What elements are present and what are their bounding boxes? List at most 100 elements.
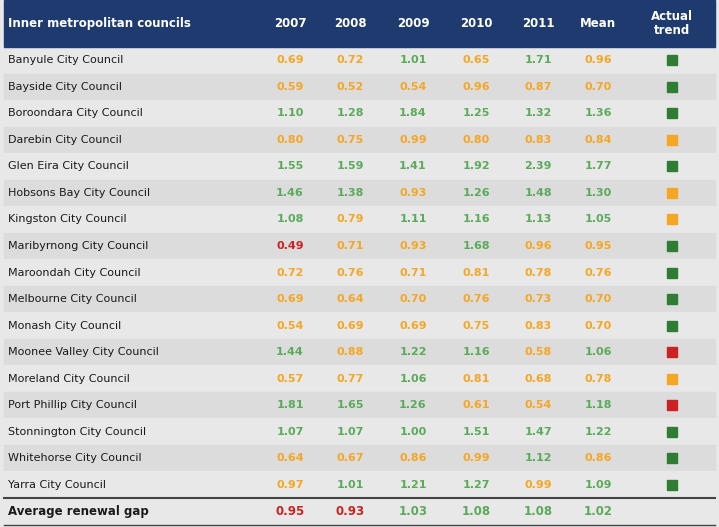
Bar <box>4 126 715 153</box>
Text: Stonnington City Council: Stonnington City Council <box>8 427 146 437</box>
Bar <box>667 161 677 171</box>
Text: 0.52: 0.52 <box>336 82 364 92</box>
Text: 0.93: 0.93 <box>399 188 426 198</box>
Text: 0.69: 0.69 <box>276 55 304 65</box>
Text: 0.95: 0.95 <box>585 241 612 251</box>
Text: 1.03: 1.03 <box>398 505 428 518</box>
Text: 0.67: 0.67 <box>336 453 364 463</box>
Text: Actual
trend: Actual trend <box>651 9 693 37</box>
Text: 1.30: 1.30 <box>585 188 612 198</box>
Bar <box>667 453 677 463</box>
Text: 1.21: 1.21 <box>399 480 427 490</box>
Bar <box>667 374 677 384</box>
Bar <box>4 498 715 525</box>
Text: 1.08: 1.08 <box>276 214 303 225</box>
Text: 0.78: 0.78 <box>524 268 551 278</box>
Bar <box>4 74 715 100</box>
Text: 1.59: 1.59 <box>336 161 364 171</box>
Text: 0.81: 0.81 <box>462 268 490 278</box>
Text: 1.16: 1.16 <box>462 347 490 357</box>
Bar <box>667 241 677 251</box>
Text: 1.51: 1.51 <box>462 427 490 437</box>
Text: 1.02: 1.02 <box>584 505 613 518</box>
Text: 0.86: 0.86 <box>399 453 427 463</box>
Bar <box>4 206 715 233</box>
Text: Monash City Council: Monash City Council <box>8 320 122 330</box>
Text: 0.81: 0.81 <box>462 374 490 384</box>
Bar <box>4 153 715 180</box>
Text: 0.68: 0.68 <box>524 374 551 384</box>
Text: 1.06: 1.06 <box>585 347 612 357</box>
Text: 0.77: 0.77 <box>336 374 364 384</box>
Text: Darebin City Council: Darebin City Council <box>8 135 122 145</box>
Text: 0.80: 0.80 <box>462 135 490 145</box>
Bar <box>667 188 677 198</box>
Text: 0.70: 0.70 <box>585 82 612 92</box>
Text: 0.54: 0.54 <box>524 400 551 410</box>
Text: 0.72: 0.72 <box>276 268 303 278</box>
Text: 0.70: 0.70 <box>399 294 426 304</box>
Text: 0.54: 0.54 <box>399 82 426 92</box>
Text: 0.70: 0.70 <box>585 294 612 304</box>
Text: 1.26: 1.26 <box>399 400 427 410</box>
Text: 0.95: 0.95 <box>275 505 305 518</box>
Bar <box>667 55 677 65</box>
Text: 1.16: 1.16 <box>462 214 490 225</box>
Text: Average renewal gap: Average renewal gap <box>8 505 149 518</box>
Text: 1.71: 1.71 <box>524 55 551 65</box>
Text: Maribyrnong City Council: Maribyrnong City Council <box>8 241 148 251</box>
Text: Yarra City Council: Yarra City Council <box>8 480 106 490</box>
Text: 0.78: 0.78 <box>585 374 612 384</box>
Text: 1.07: 1.07 <box>336 427 364 437</box>
Text: 1.07: 1.07 <box>276 427 303 437</box>
Text: 0.71: 0.71 <box>399 268 426 278</box>
Bar <box>4 418 715 445</box>
Text: 1.84: 1.84 <box>399 109 427 119</box>
Text: 0.64: 0.64 <box>276 453 304 463</box>
Text: Whitehorse City Council: Whitehorse City Council <box>8 453 142 463</box>
Text: 0.69: 0.69 <box>399 320 427 330</box>
Bar <box>667 268 677 278</box>
Text: 1.38: 1.38 <box>336 188 364 198</box>
Text: 1.01: 1.01 <box>336 480 364 490</box>
Bar <box>4 259 715 286</box>
Text: Bayside City Council: Bayside City Council <box>8 82 122 92</box>
Text: 0.79: 0.79 <box>336 214 364 225</box>
Text: 1.77: 1.77 <box>585 161 612 171</box>
Text: 0.54: 0.54 <box>276 320 303 330</box>
Text: 2007: 2007 <box>274 17 306 30</box>
Bar <box>667 82 677 92</box>
Text: Melbourne City Council: Melbourne City Council <box>8 294 137 304</box>
Text: 1.22: 1.22 <box>399 347 427 357</box>
Text: Kingston City Council: Kingston City Council <box>8 214 127 225</box>
Text: 0.65: 0.65 <box>462 55 490 65</box>
Text: 0.64: 0.64 <box>336 294 364 304</box>
Text: Banyule City Council: Banyule City Council <box>8 55 124 65</box>
Text: 0.69: 0.69 <box>336 320 364 330</box>
Text: 0.49: 0.49 <box>276 241 304 251</box>
Text: 1.27: 1.27 <box>462 480 490 490</box>
Text: 1.05: 1.05 <box>585 214 612 225</box>
Text: 0.93: 0.93 <box>336 505 365 518</box>
Bar <box>667 109 677 119</box>
Bar <box>667 427 677 437</box>
Text: 1.25: 1.25 <box>462 109 490 119</box>
Bar <box>4 233 715 259</box>
Text: 0.99: 0.99 <box>462 453 490 463</box>
Text: 0.86: 0.86 <box>585 453 612 463</box>
Bar <box>667 480 677 490</box>
Text: 0.83: 0.83 <box>524 320 551 330</box>
Text: Port Phillip City Council: Port Phillip City Council <box>8 400 137 410</box>
Bar <box>667 347 677 357</box>
Text: 0.88: 0.88 <box>336 347 364 357</box>
Text: 0.58: 0.58 <box>524 347 551 357</box>
Text: 1.41: 1.41 <box>399 161 427 171</box>
Bar <box>667 135 677 145</box>
Text: 1.10: 1.10 <box>276 109 303 119</box>
Text: 0.71: 0.71 <box>336 241 364 251</box>
Text: 0.70: 0.70 <box>585 320 612 330</box>
Text: 1.06: 1.06 <box>399 374 427 384</box>
Text: 1.81: 1.81 <box>276 400 303 410</box>
Text: 1.55: 1.55 <box>276 161 303 171</box>
Bar <box>4 47 715 74</box>
